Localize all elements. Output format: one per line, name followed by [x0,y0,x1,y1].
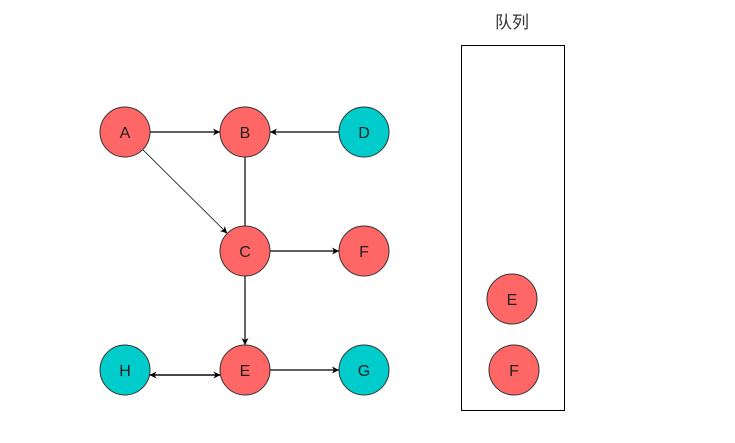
node-label: C [239,244,251,261]
node-circle [219,225,271,277]
node-F: F [338,225,390,277]
queue-item-F: F [488,344,540,396]
queue-item-label: E [507,292,518,309]
node-label: H [119,363,131,380]
graph-edges [142,128,339,379]
node-G: G [338,344,390,396]
node-C: C [219,225,271,277]
node-H: H [99,344,151,396]
node-D: D [338,106,390,158]
node-E: E [219,344,271,396]
node-A: A [99,106,151,158]
node-circle [219,344,271,396]
node-circle [99,344,151,396]
node-label: A [120,125,131,142]
node-label: G [358,363,370,380]
node-circle [338,344,390,396]
node-label: B [240,125,251,142]
queue-items: EF [486,273,540,396]
node-label: D [358,125,370,142]
edge-A-C [142,149,228,234]
queue-item-label: F [509,363,519,380]
queue-title: 队列 [495,13,529,32]
queue-item-E: E [486,273,538,325]
graph-nodes: A B D C F H E G [99,106,390,396]
node-label: F [359,244,369,261]
queue-item-circle [486,273,538,325]
node-circle [219,106,271,158]
node-label: E [240,363,251,380]
node-circle [99,106,151,158]
node-circle [338,106,390,158]
node-circle [338,225,390,277]
queue-item-circle [488,344,540,396]
node-B: B [219,106,271,158]
